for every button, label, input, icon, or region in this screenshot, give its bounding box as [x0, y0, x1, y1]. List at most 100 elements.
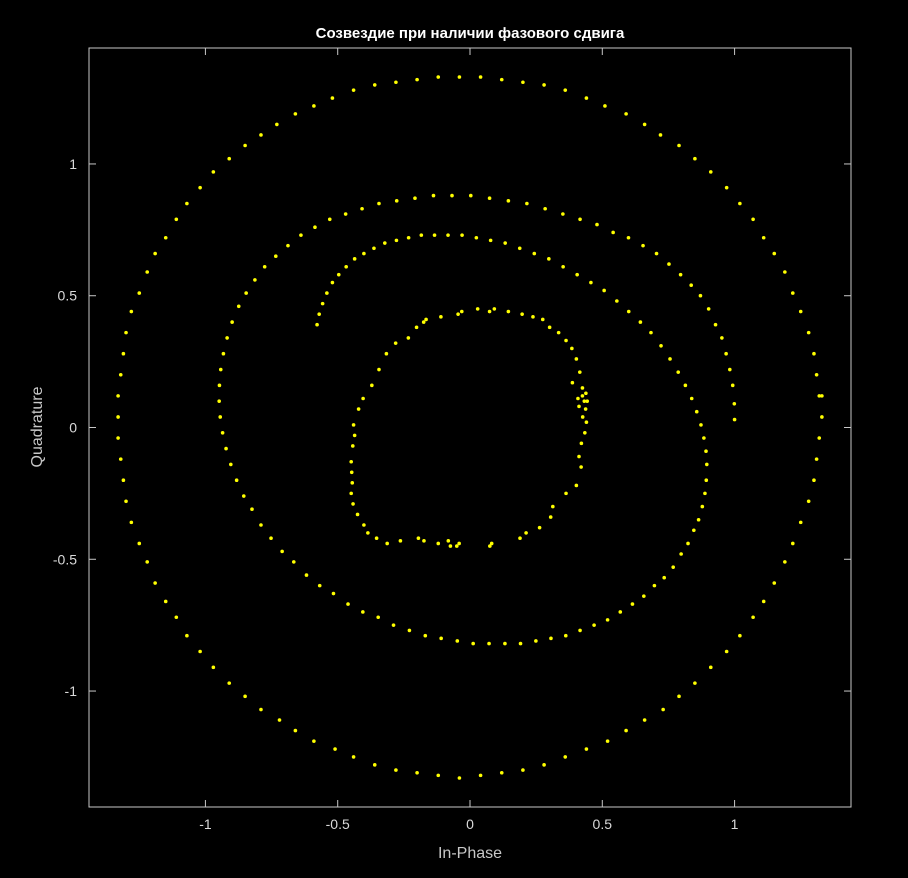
- scatter-point: [336, 272, 341, 277]
- scatter-point: [574, 357, 579, 361]
- scatter-point: [574, 483, 579, 488]
- scatter-point: [118, 372, 123, 377]
- scatter-point: [798, 309, 803, 314]
- scatter-point: [708, 665, 713, 670]
- scatter-point: [439, 315, 443, 319]
- scatter-point: [243, 143, 247, 148]
- scatter-point: [689, 396, 694, 401]
- scatter-point: [798, 520, 803, 525]
- scatter-point: [487, 641, 491, 646]
- scatter-point: [457, 541, 461, 546]
- scatter-point: [330, 280, 335, 285]
- scatter-point: [423, 633, 428, 638]
- scatter-point: [185, 633, 189, 638]
- scatter-point: [349, 491, 354, 496]
- scatter-point: [543, 206, 547, 211]
- scatter-point: [659, 344, 663, 348]
- scatter-point: [677, 694, 681, 699]
- scatter-point: [350, 444, 355, 448]
- scatter-point: [355, 512, 360, 517]
- scatter-point: [814, 457, 819, 461]
- scatter-point: [542, 83, 546, 87]
- scatter-point: [534, 639, 538, 643]
- scatter-point: [163, 599, 168, 604]
- scatter-point: [432, 233, 437, 237]
- scatter-point: [556, 330, 561, 335]
- scatter-point: [518, 641, 523, 646]
- scatter-point: [817, 394, 822, 398]
- scatter-point: [414, 325, 419, 330]
- scatter-point: [327, 217, 332, 222]
- scatter-point: [790, 291, 795, 295]
- scatter-point: [344, 264, 348, 269]
- scatter-point: [584, 420, 589, 425]
- scatter-point: [738, 201, 742, 206]
- scatter-point: [174, 615, 179, 620]
- x-tick-label: 0.5: [593, 816, 613, 832]
- scatter-point: [145, 270, 150, 274]
- scatter-point: [580, 415, 585, 419]
- scatter-point: [315, 322, 319, 327]
- scatter-point: [702, 436, 706, 440]
- scatter-points: [116, 75, 824, 780]
- scatter-point: [376, 615, 380, 620]
- scatter-point: [185, 201, 189, 206]
- scatter-point: [626, 235, 631, 240]
- scatter-point: [377, 201, 381, 206]
- scatter-point: [579, 441, 584, 446]
- scatter-point: [626, 309, 631, 314]
- scatter-point: [624, 112, 628, 116]
- scatter-point: [751, 615, 755, 620]
- scatter-point: [506, 309, 511, 314]
- scatter-point: [661, 707, 665, 712]
- scatter-point: [525, 201, 529, 206]
- scatter-point: [439, 636, 443, 641]
- scatter-point: [518, 536, 522, 540]
- scatter-point: [406, 235, 411, 240]
- scatter-point: [121, 351, 126, 356]
- scatter-point: [129, 309, 134, 314]
- scatter-point: [221, 351, 226, 356]
- scatter-point: [349, 470, 354, 475]
- scatter-point: [394, 238, 399, 243]
- scatter-point: [724, 649, 729, 654]
- scatter-point: [806, 499, 811, 504]
- scatter-point: [563, 755, 568, 759]
- scatter-point: [198, 185, 202, 190]
- scatter-point: [583, 430, 587, 435]
- scatter-point: [320, 301, 325, 306]
- scatter-point: [583, 407, 588, 411]
- scatter-point: [667, 262, 671, 266]
- scatter-point: [424, 317, 428, 322]
- y-tick-label: -0.5: [53, 551, 77, 567]
- x-axis-label: In-Phase: [438, 845, 502, 862]
- scatter-point: [474, 235, 479, 240]
- scatter-point: [577, 454, 581, 459]
- scatter-point: [602, 288, 606, 293]
- scatter-point: [360, 206, 364, 211]
- scatter-point: [537, 525, 542, 530]
- scatter-point: [174, 217, 179, 222]
- scatter-point: [304, 573, 309, 577]
- scatter-point: [638, 320, 643, 324]
- scatter-point: [394, 80, 398, 85]
- scatter-point: [153, 251, 157, 256]
- scatter-point: [595, 222, 599, 227]
- scatter-point: [415, 770, 419, 775]
- scatter-point: [575, 272, 579, 277]
- scatter-point: [503, 241, 507, 245]
- scatter-point: [547, 325, 552, 330]
- scatter-point: [421, 320, 426, 324]
- scatter-point: [398, 539, 403, 543]
- scatter-point: [579, 465, 583, 469]
- scatter-point: [642, 594, 646, 598]
- scatter-point: [372, 83, 377, 87]
- scatter-point: [548, 515, 553, 519]
- scatter-point: [812, 351, 816, 356]
- scatter-point: [236, 304, 241, 309]
- scatter-point: [585, 399, 590, 403]
- scatter-point: [790, 541, 795, 546]
- scatter-point: [244, 291, 248, 295]
- scatter-point: [361, 396, 365, 401]
